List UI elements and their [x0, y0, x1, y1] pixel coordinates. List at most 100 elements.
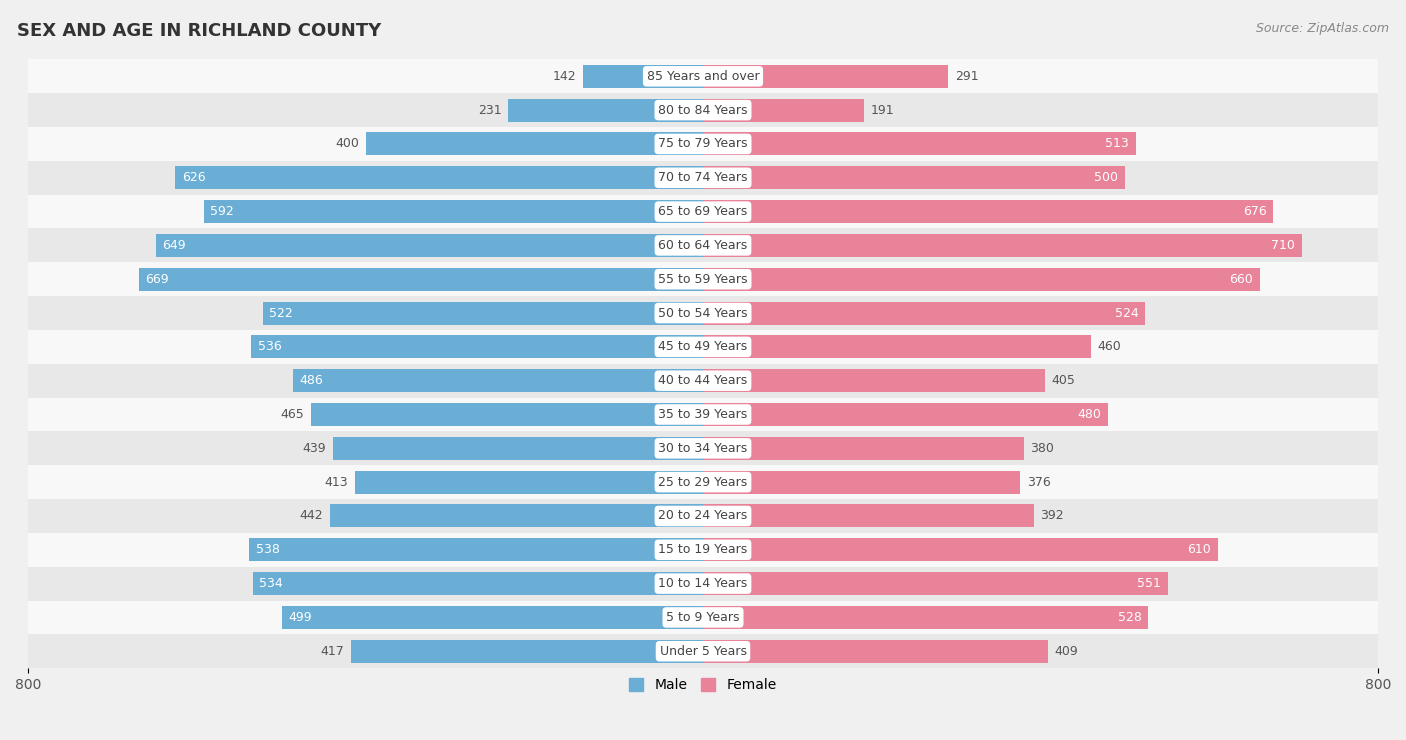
Bar	[174, 166, 703, 189]
Bar	[311, 403, 703, 426]
Bar	[139, 268, 703, 291]
Text: 480: 480	[1077, 408, 1101, 421]
Bar	[28, 229, 1378, 262]
Text: 25 to 29 Years: 25 to 29 Years	[658, 476, 748, 488]
Bar	[703, 301, 1144, 325]
Bar	[28, 397, 1378, 431]
Bar	[28, 330, 1378, 364]
Text: 60 to 64 Years: 60 to 64 Years	[658, 239, 748, 252]
Text: Source: ZipAtlas.com: Source: ZipAtlas.com	[1256, 22, 1389, 36]
Bar	[330, 505, 703, 528]
Text: 522: 522	[270, 306, 294, 320]
Text: 191: 191	[870, 104, 894, 117]
Bar	[283, 606, 703, 629]
Bar	[703, 572, 1168, 595]
Text: 524: 524	[1115, 306, 1139, 320]
Bar	[204, 200, 703, 223]
Text: 710: 710	[1271, 239, 1295, 252]
Text: 528: 528	[1118, 611, 1142, 624]
Bar	[703, 606, 1149, 629]
Bar	[703, 437, 1024, 460]
Bar	[703, 403, 1108, 426]
Text: 669: 669	[145, 273, 169, 286]
Text: 660: 660	[1229, 273, 1253, 286]
Text: 413: 413	[325, 476, 347, 488]
Bar	[583, 65, 703, 88]
Bar	[703, 166, 1125, 189]
Text: 536: 536	[257, 340, 281, 354]
Bar	[703, 234, 1302, 257]
Text: 610: 610	[1187, 543, 1211, 556]
Text: 649: 649	[162, 239, 186, 252]
Text: 465: 465	[280, 408, 304, 421]
Text: 5 to 9 Years: 5 to 9 Years	[666, 611, 740, 624]
Bar	[28, 59, 1378, 93]
Text: 417: 417	[321, 645, 344, 658]
Bar	[703, 538, 1218, 561]
Bar	[28, 601, 1378, 634]
Text: 291: 291	[955, 70, 979, 83]
Text: 30 to 34 Years: 30 to 34 Years	[658, 442, 748, 455]
Bar	[263, 301, 703, 325]
Bar	[352, 640, 703, 663]
Text: 499: 499	[288, 611, 312, 624]
Bar	[28, 262, 1378, 296]
Text: 538: 538	[256, 543, 280, 556]
Text: 40 to 44 Years: 40 to 44 Years	[658, 374, 748, 387]
Bar	[28, 634, 1378, 668]
Text: 513: 513	[1105, 138, 1129, 150]
Text: 142: 142	[553, 70, 576, 83]
Bar	[703, 200, 1274, 223]
Text: 10 to 14 Years: 10 to 14 Years	[658, 577, 748, 590]
Bar	[28, 465, 1378, 499]
Text: 460: 460	[1098, 340, 1122, 354]
Text: Under 5 Years: Under 5 Years	[659, 645, 747, 658]
Bar	[703, 335, 1091, 358]
Text: 534: 534	[259, 577, 283, 590]
Text: 409: 409	[1054, 645, 1078, 658]
Bar	[508, 98, 703, 121]
Text: 400: 400	[335, 138, 359, 150]
Text: 20 to 24 Years: 20 to 24 Years	[658, 509, 748, 522]
Bar	[28, 364, 1378, 397]
Text: 15 to 19 Years: 15 to 19 Years	[658, 543, 748, 556]
Bar	[28, 431, 1378, 465]
Bar	[28, 296, 1378, 330]
Bar	[28, 533, 1378, 567]
Bar	[703, 65, 949, 88]
Text: 80 to 84 Years: 80 to 84 Years	[658, 104, 748, 117]
Text: 500: 500	[1094, 171, 1118, 184]
Text: 392: 392	[1040, 509, 1064, 522]
Bar	[253, 572, 703, 595]
Bar	[703, 132, 1136, 155]
Bar	[28, 195, 1378, 229]
Text: 405: 405	[1052, 374, 1076, 387]
Bar	[249, 538, 703, 561]
Text: 65 to 69 Years: 65 to 69 Years	[658, 205, 748, 218]
Text: 442: 442	[299, 509, 323, 522]
Text: SEX AND AGE IN RICHLAND COUNTY: SEX AND AGE IN RICHLAND COUNTY	[17, 22, 381, 40]
Text: 676: 676	[1243, 205, 1267, 218]
Text: 626: 626	[181, 171, 205, 184]
Text: 70 to 74 Years: 70 to 74 Years	[658, 171, 748, 184]
Text: 45 to 49 Years: 45 to 49 Years	[658, 340, 748, 354]
Text: 55 to 59 Years: 55 to 59 Years	[658, 273, 748, 286]
Text: 439: 439	[302, 442, 326, 455]
Bar	[703, 505, 1033, 528]
Bar	[333, 437, 703, 460]
Text: 35 to 39 Years: 35 to 39 Years	[658, 408, 748, 421]
Text: 75 to 79 Years: 75 to 79 Years	[658, 138, 748, 150]
Bar	[354, 471, 703, 494]
Bar	[156, 234, 703, 257]
Text: 376: 376	[1026, 476, 1050, 488]
Bar	[28, 499, 1378, 533]
Bar	[366, 132, 703, 155]
Text: 592: 592	[211, 205, 235, 218]
Text: 486: 486	[299, 374, 323, 387]
Bar	[28, 161, 1378, 195]
Bar	[292, 369, 703, 392]
Text: 551: 551	[1137, 577, 1161, 590]
Text: 380: 380	[1031, 442, 1054, 455]
Text: 231: 231	[478, 104, 502, 117]
Legend: Male, Female: Male, Female	[624, 673, 782, 698]
